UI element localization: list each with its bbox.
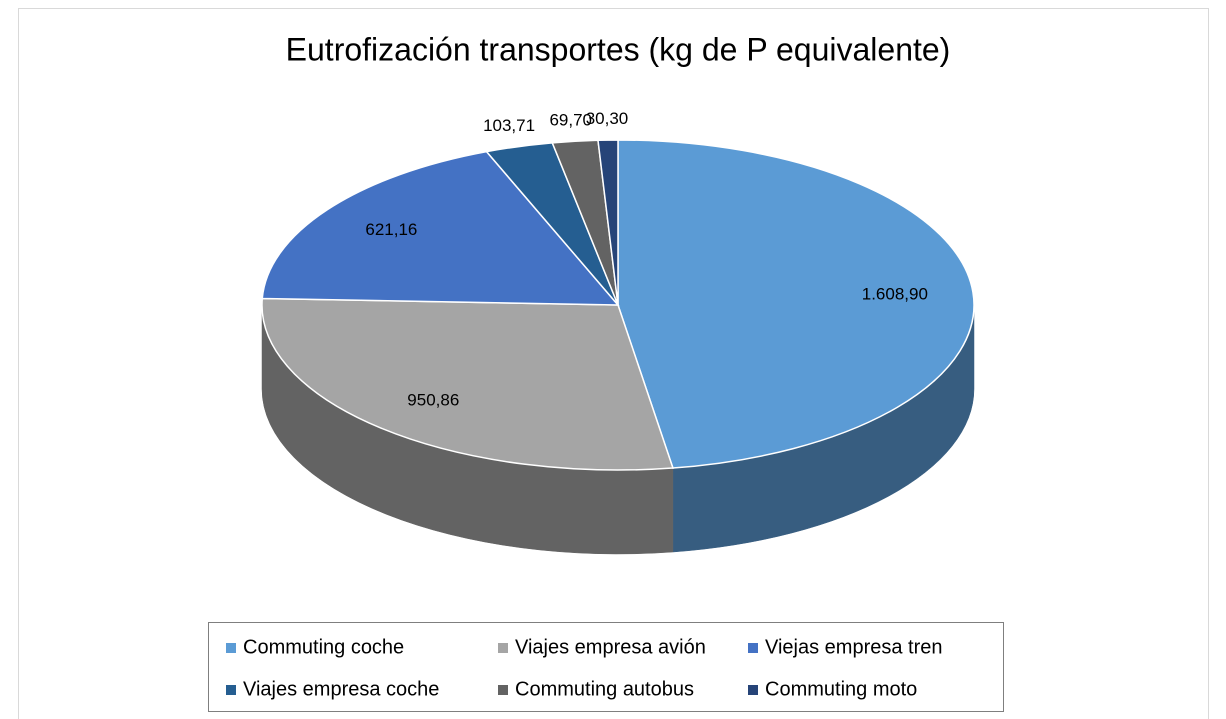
legend-box — [208, 622, 1004, 712]
legend-label: Viajes empresa coche — [243, 678, 439, 700]
data-label: 950,86 — [407, 391, 459, 410]
pie-slice — [261, 297, 674, 471]
legend-swatch — [498, 685, 508, 695]
legend-swatch — [498, 643, 508, 653]
data-label: 1.608,90 — [862, 285, 928, 304]
legend-label: Commuting moto — [765, 678, 917, 700]
legend-swatch — [226, 643, 236, 653]
legend-swatch — [226, 685, 236, 695]
legend-label: Commuting autobus — [515, 678, 694, 700]
data-label: 30,30 — [586, 109, 629, 128]
legend-label: Viajes empresa avión — [515, 636, 706, 658]
pie-slice — [597, 139, 619, 306]
pie-slice — [617, 139, 975, 469]
chart-title: Eutrofización transportes (kg de P equiv… — [286, 31, 951, 67]
legend-swatch — [748, 643, 758, 653]
legend-swatch — [748, 685, 758, 695]
data-label: 103,71 — [483, 116, 535, 135]
legend-label: Viejas empresa tren — [765, 636, 943, 658]
data-label: 621,16 — [365, 220, 417, 239]
data-label: 69,70 — [549, 110, 592, 129]
pie-slice — [261, 150, 620, 306]
legend-label: Commuting coche — [243, 636, 404, 658]
